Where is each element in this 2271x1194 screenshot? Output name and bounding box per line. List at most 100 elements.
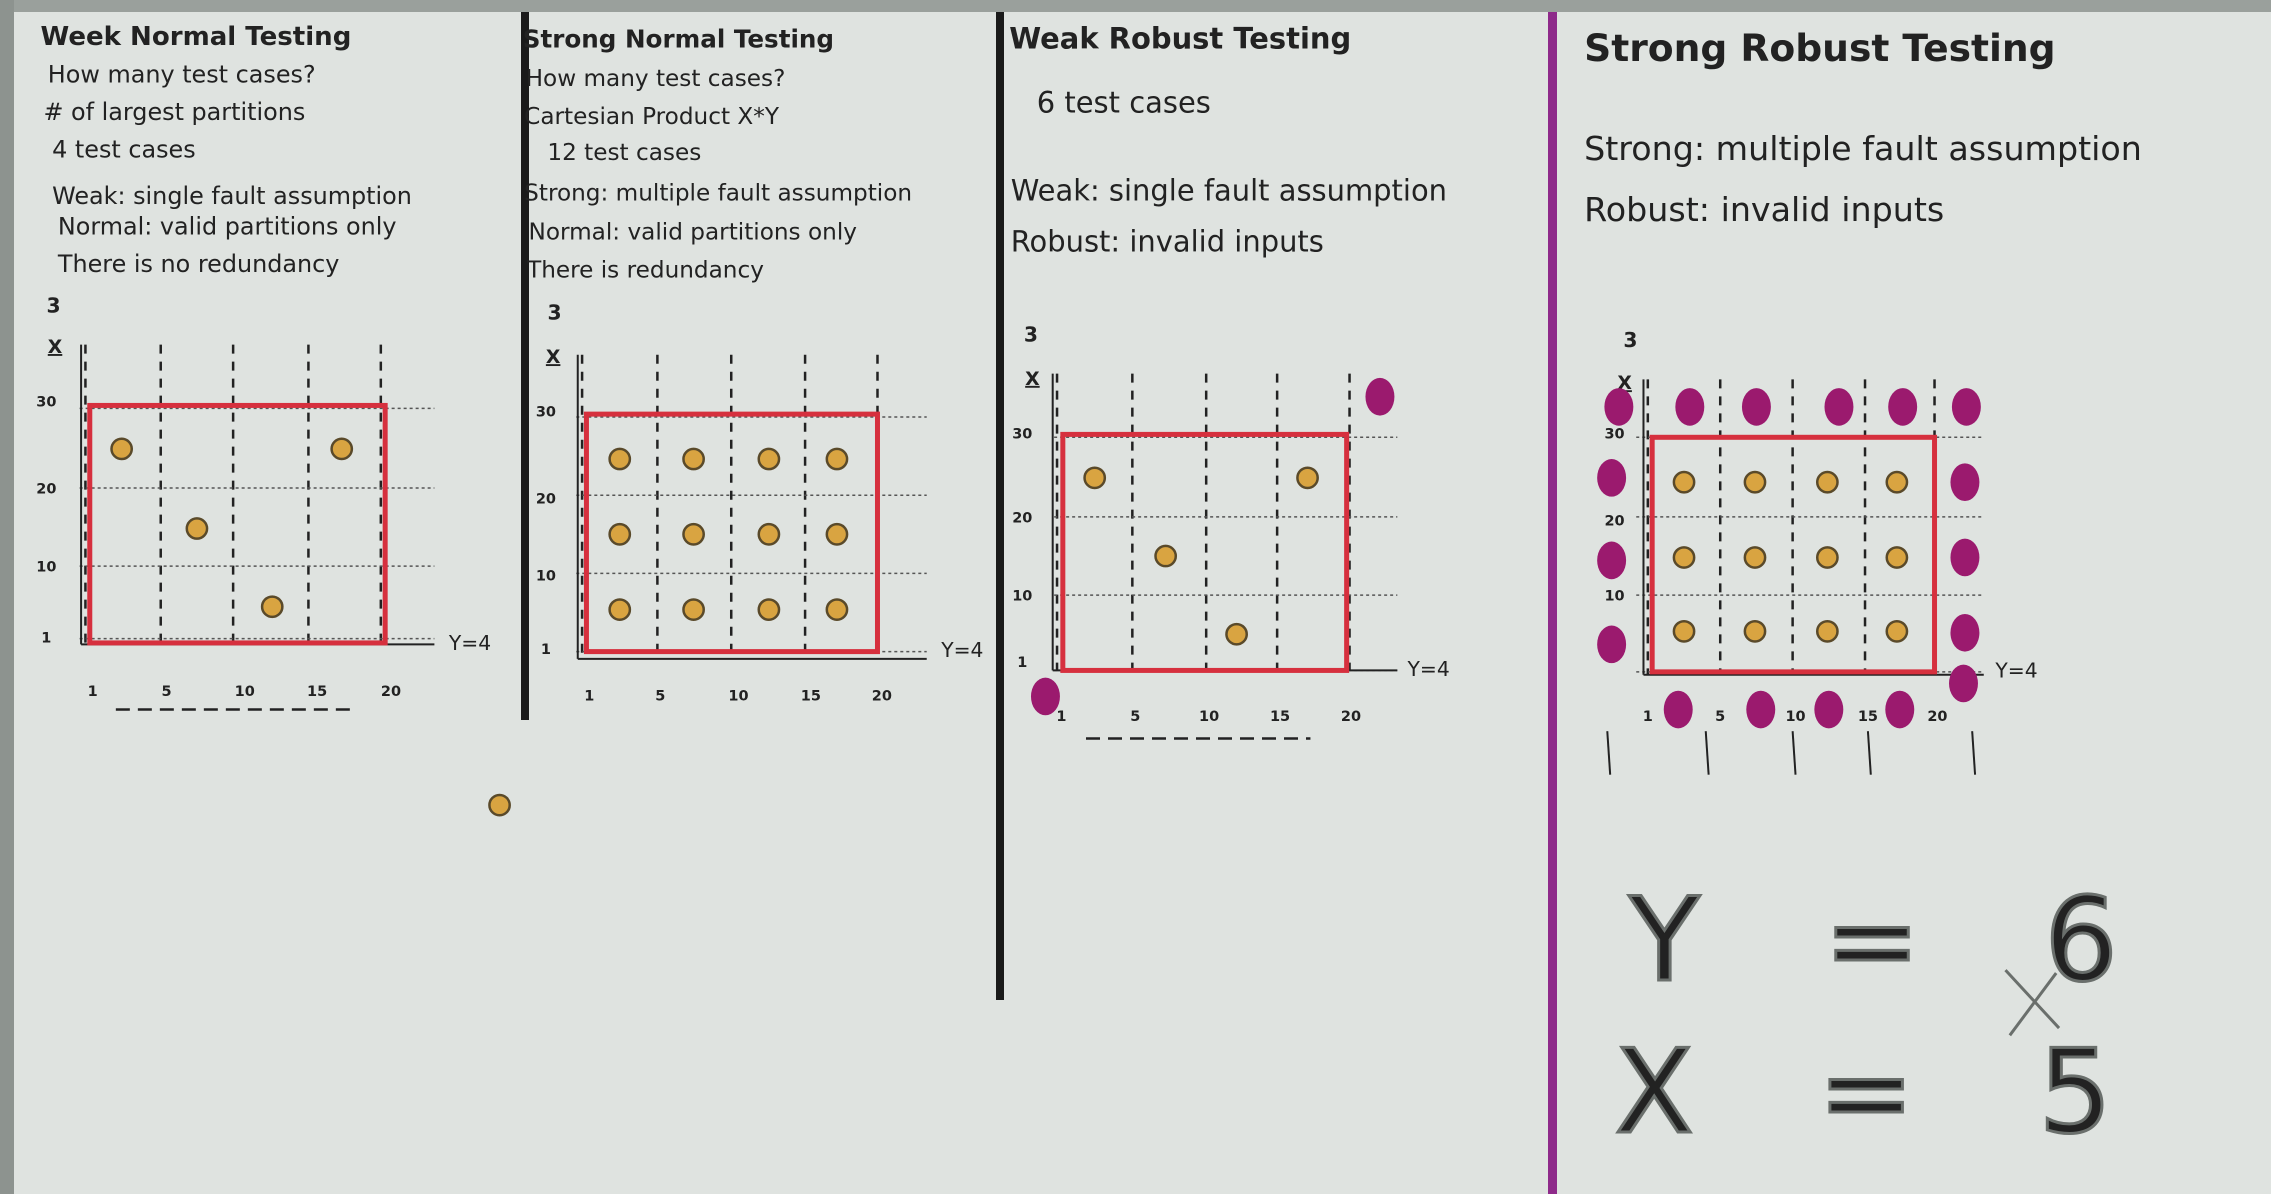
- robust-test-dot: [1949, 664, 1978, 703]
- x-tick-label: 10: [235, 684, 255, 700]
- diagram-label: 3: [1024, 322, 1038, 346]
- test-case-dot: [682, 522, 705, 546]
- robust-test-dot: [1604, 388, 1634, 426]
- panel-text: How many test cases?: [48, 60, 316, 88]
- robust-test-dot: [1746, 690, 1776, 729]
- guide-line: [2008, 972, 2058, 1037]
- test-case-dot: [260, 595, 284, 619]
- robust-test-dot: [1824, 388, 1854, 426]
- axis-label: Y=4: [940, 638, 983, 662]
- robust-test-dot: [1597, 541, 1627, 580]
- test-case-dot: [825, 447, 849, 471]
- handwritten-note: Y = 6: [1628, 873, 2161, 1008]
- x-tick-label: 20: [872, 688, 892, 704]
- test-case-dot: [110, 437, 134, 461]
- panel-title: Strong Normal Testing: [523, 25, 834, 54]
- x-tick-label: 10: [1785, 709, 1805, 725]
- test-case-dot: [1083, 466, 1107, 490]
- robust-test-dot: [1675, 388, 1705, 426]
- robust-test-dot: [1885, 690, 1915, 729]
- axis-label: Y=4: [1406, 657, 1449, 681]
- robust-test-dot: [1951, 388, 1981, 426]
- robust-test-dot: [1365, 377, 1395, 416]
- y-tick-label: 1: [1017, 655, 1027, 671]
- x-tick-label: 5: [161, 684, 171, 700]
- handwritten-note: X = 5: [1615, 1025, 2156, 1160]
- x-tick-label: 20: [381, 684, 401, 700]
- x-tick-label: 5: [1130, 709, 1140, 725]
- divider: [1548, 12, 1557, 1194]
- test-case-dot: [682, 447, 705, 471]
- panel-text: Normal: valid partitions only: [58, 212, 397, 240]
- panel-text: Cartesian Product X*Y: [524, 104, 780, 130]
- x-tick-label: 1: [88, 684, 98, 700]
- axis-label: X: [48, 337, 63, 358]
- diagram-label: 3: [47, 293, 61, 317]
- guide-line: [1791, 731, 1797, 775]
- y-tick-label: 10: [36, 560, 56, 576]
- test-case-dot: [1815, 619, 1839, 643]
- test-case-dot: [682, 598, 705, 621]
- diagram-label: 3: [1623, 328, 1637, 352]
- x-tick-label: 10: [728, 688, 748, 704]
- axis-label: X: [1025, 369, 1040, 390]
- test-case-dot: [757, 522, 781, 546]
- test-case-dot: [1154, 544, 1178, 568]
- robust-test-dot: [1597, 625, 1627, 664]
- panel-text: Strong: multiple fault assumption: [524, 181, 912, 207]
- robust-test-dot: [1597, 459, 1627, 497]
- left-bezel: [0, 0, 14, 1194]
- panel-text: Strong: multiple fault assumption: [1584, 129, 2142, 168]
- test-case-dot: [185, 517, 209, 540]
- test-case-dot: [1815, 470, 1839, 494]
- x-tick-label: 15: [307, 684, 327, 700]
- test-case-dot: [1885, 546, 1909, 569]
- test-case-dot: [825, 598, 849, 621]
- panel-title: Strong Robust Testing: [1584, 26, 2056, 70]
- x-tick-label: 20: [1341, 709, 1361, 725]
- valid-partition: [1649, 434, 1938, 675]
- panel-text: There is no redundancy: [57, 250, 340, 278]
- axis-label: X: [546, 347, 561, 368]
- robust-test-dot: [1888, 388, 1918, 426]
- y-tick-label: 10: [1012, 589, 1032, 605]
- valid-partition: [87, 402, 388, 646]
- x-tick-label: 1: [1056, 709, 1066, 725]
- test-case-dot: [608, 598, 632, 621]
- top-bezel: [0, 0, 2271, 12]
- x-tick-label: 15: [1270, 709, 1290, 725]
- panel-title: Weak Robust Testing: [1009, 22, 1351, 56]
- test-case-dot: [1672, 546, 1696, 569]
- robust-test-dot: [1663, 690, 1693, 729]
- panel-text: How many test cases?: [526, 66, 786, 92]
- y-tick-label: 30: [1604, 426, 1624, 442]
- x-tick-label: 1: [584, 688, 594, 704]
- x-tick-label: 20: [1927, 709, 1947, 725]
- test-case-dot: [1672, 470, 1696, 494]
- test-case-dot: [757, 447, 781, 471]
- guide-line: [1606, 731, 1612, 775]
- guide-line: [1704, 731, 1710, 775]
- test-case-dot: [1743, 470, 1767, 494]
- robust-test-dot: [1950, 613, 1980, 652]
- robust-test-dot: [1741, 388, 1771, 426]
- panel-text: There is redundancy: [526, 257, 764, 283]
- guide-line: [2004, 969, 2061, 1030]
- panel-text: 12 test cases: [547, 140, 701, 166]
- panel-title: Week Normal Testing: [41, 22, 352, 52]
- test-case-dot: [608, 447, 632, 471]
- panel-text: Robust: invalid inputs: [1011, 224, 1324, 258]
- y-tick-label: 30: [1012, 426, 1032, 442]
- robust-test-dot: [1814, 690, 1844, 729]
- test-case-dot: [608, 522, 632, 546]
- x-tick-label: 5: [655, 688, 665, 704]
- test-case-dot: [1225, 622, 1248, 646]
- y-tick-label: 10: [1604, 589, 1624, 605]
- divider: [996, 12, 1004, 1000]
- y-tick-label: 20: [1012, 510, 1032, 526]
- test-case-dot: [1296, 466, 1319, 490]
- y-tick-label: 30: [36, 395, 56, 411]
- diagram-label: 3: [548, 301, 562, 325]
